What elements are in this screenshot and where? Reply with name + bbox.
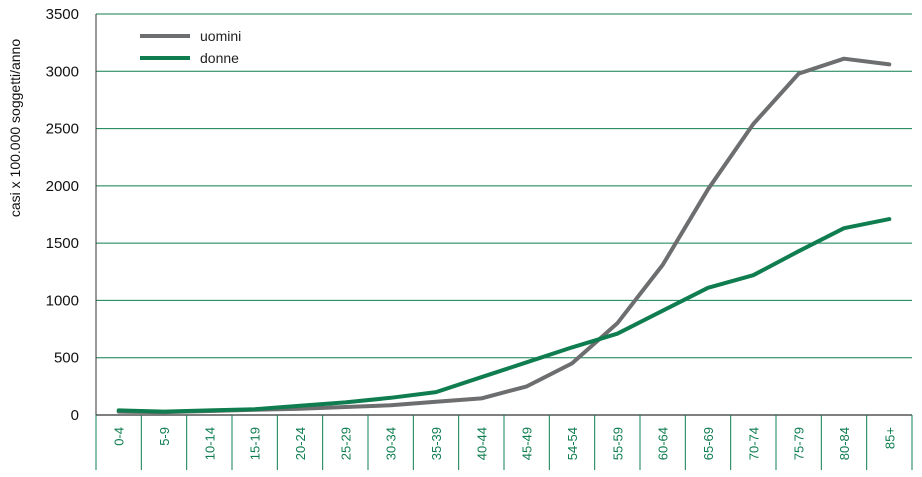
y-tick-label: 2500 — [46, 121, 79, 138]
y-axis-label: casi x 100.000 soggetti/anno — [7, 39, 23, 217]
y-tick-label: 1000 — [46, 292, 79, 309]
x-tick-label: 60-64 — [656, 427, 671, 460]
grid-lines — [96, 14, 912, 415]
x-tick-label: 80-84 — [837, 427, 852, 460]
series-lines — [119, 59, 890, 412]
x-tick-label: 20-24 — [293, 427, 308, 460]
x-tick-label: 35-39 — [429, 427, 444, 460]
legend-label-donne: donne — [200, 50, 239, 66]
y-axis-ticks: 0 500 1000 1500 2000 2500 3000 3500 — [46, 6, 79, 424]
series-line-donne — [119, 219, 890, 412]
x-tick-label: 75-79 — [792, 427, 807, 460]
x-tick-label: 70-74 — [746, 427, 761, 460]
y-tick-label: 3500 — [46, 6, 79, 23]
legend: uomini donne — [140, 28, 241, 66]
x-axis: 0-4 5-9 10-14 15-19 20-24 25-29 30-34 35-39 40-4… — [96, 415, 912, 470]
x-tick-label: 85+ — [882, 427, 897, 449]
x-tick-label: 15-19 — [248, 427, 263, 460]
x-tick-label: 5-9 — [157, 427, 172, 446]
x-tick-label: 10-14 — [202, 427, 217, 460]
series-line-uomini — [119, 59, 890, 412]
y-tick-label: 1500 — [46, 235, 79, 252]
x-tick-label: 30-34 — [384, 427, 399, 460]
legend-label-uomini: uomini — [200, 28, 241, 44]
x-tick-label: 45-49 — [520, 427, 535, 460]
x-tick-label: 65-69 — [701, 427, 716, 460]
x-tick-label: 55-59 — [610, 427, 625, 460]
x-tick-label: 54-54 — [565, 427, 580, 460]
y-tick-label: 3000 — [46, 63, 79, 80]
x-tick-label: 40-44 — [474, 427, 489, 460]
x-tick-label: 25-29 — [338, 427, 353, 460]
y-tick-label: 500 — [54, 350, 79, 367]
y-tick-label: 2000 — [46, 178, 79, 195]
y-tick-label: 0 — [71, 407, 79, 424]
x-tick-label: 0-4 — [112, 427, 127, 446]
